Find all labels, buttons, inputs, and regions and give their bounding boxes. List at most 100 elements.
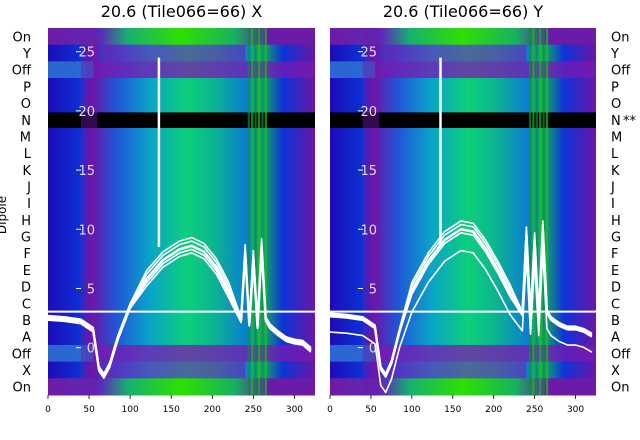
row-label: X: [611, 364, 620, 379]
heatmap-row-off-edge: [48, 61, 94, 79]
row-label: L: [611, 147, 619, 162]
rfi-stripe: [254, 28, 257, 395]
row-label: On: [13, 30, 31, 45]
overlay-tick-label: 15: [360, 164, 377, 179]
x-tick-label: 50: [83, 405, 95, 415]
heatmap-row-off-edge: [330, 344, 376, 363]
x-tick-label: 300: [286, 405, 303, 415]
x-tick-label: 200: [204, 405, 221, 415]
x-tick-label: 150: [444, 405, 461, 415]
x-tick-label: 0: [45, 405, 51, 415]
chart-title: 20.6 (Tile066=66) Y: [383, 2, 544, 21]
row-label: D: [611, 281, 621, 296]
data-curve: [329, 232, 593, 378]
flag-marker: **: [623, 114, 637, 129]
row-label: D: [21, 281, 31, 296]
row-label: I: [27, 197, 31, 212]
row-label: On: [13, 381, 31, 396]
rfi-stripe: [264, 28, 267, 395]
heatmap-row-off-edge: [48, 344, 94, 363]
row-label: I: [611, 197, 615, 212]
rfi-stripe: [247, 28, 250, 395]
panel-left: 20.6 (Tile066=66) X On Y OffPONMLKJIHGFEDCB…: [0, 2, 315, 415]
overlay-tick-label: 0: [369, 342, 377, 357]
x-tick-label: 50: [365, 405, 377, 415]
row-label: J: [26, 180, 31, 195]
heatmap-row-off-edge: [330, 61, 376, 79]
overlay-tick-label: 10: [78, 223, 95, 238]
row-label: X: [22, 364, 31, 379]
dip-band: [362, 28, 380, 395]
row-label: N: [21, 114, 31, 129]
row-label: M: [611, 130, 622, 145]
overlay-tick-label: 20: [78, 105, 95, 120]
chart-title: 20.6 (Tile066=66) X: [101, 2, 263, 21]
x-tick-label: 250: [245, 405, 262, 415]
row-label: Off: [611, 347, 631, 362]
row-label: E: [23, 264, 31, 279]
heatmap-row-pol: [387, 44, 527, 62]
rfi-stripe: [261, 28, 264, 395]
data-curve: [47, 252, 312, 379]
overlay-tick-label: 15: [78, 164, 95, 179]
row-label: E: [611, 264, 619, 279]
heatmap-row-pol: [387, 361, 527, 379]
overlay-tick-label: 5: [369, 282, 377, 297]
row-label: H: [21, 214, 31, 229]
row-label: P: [611, 80, 619, 95]
overlay-tick-label: 20: [360, 105, 377, 120]
overlay-tick-label: 25: [360, 46, 377, 61]
row-label: B: [22, 314, 31, 329]
y-axis-label: Dipole: [0, 196, 9, 234]
rfi-stripe: [545, 28, 549, 395]
row-label: Y: [610, 47, 619, 62]
row-label: F: [611, 247, 618, 262]
x-tick-label: 250: [526, 405, 543, 415]
x-tick-label: 300: [567, 405, 584, 415]
x-tick-label: 100: [403, 405, 420, 415]
dip-band: [80, 28, 98, 395]
row-label: G: [611, 231, 621, 246]
heatmap-row-pol: [105, 44, 246, 62]
row-label: Off: [611, 64, 631, 79]
rfi-stripe: [539, 28, 542, 395]
row-label: N: [611, 114, 621, 129]
row-label: C: [611, 297, 620, 312]
rfi-stripe: [542, 28, 545, 395]
row-label: Off: [12, 64, 32, 79]
overlay-tick-label: 25: [78, 46, 95, 61]
heatmap-row-pol: [105, 361, 246, 379]
row-label: Y: [22, 47, 31, 62]
overlay-tick-label: 0: [87, 342, 95, 357]
row-label: K: [611, 164, 620, 179]
x-tick-label: 100: [122, 405, 139, 415]
row-label: J: [610, 180, 615, 195]
row-label: P: [23, 80, 31, 95]
x-tick-label: 0: [327, 405, 333, 415]
row-label: F: [24, 247, 31, 262]
row-label: A: [611, 331, 620, 346]
row-label: On: [611, 381, 629, 396]
row-label: O: [611, 97, 621, 112]
rfi-stripe: [535, 28, 538, 395]
row-label: M: [20, 130, 31, 145]
row-label: L: [24, 147, 32, 162]
rfi-stripe: [257, 28, 261, 395]
row-label: A: [22, 331, 31, 346]
data-curve: [329, 249, 593, 394]
x-tick-label: 150: [163, 405, 180, 415]
row-label: O: [21, 97, 31, 112]
row-label: K: [22, 164, 31, 179]
row-label: G: [21, 231, 31, 246]
row-label: C: [22, 297, 31, 312]
x-tick-label: 200: [485, 405, 502, 415]
rfi-stripe: [528, 28, 532, 395]
row-label: B: [611, 314, 620, 329]
overlay-tick-label: 5: [87, 282, 95, 297]
row-label: On: [611, 30, 629, 45]
row-label: H: [611, 214, 621, 229]
data-curve: [329, 220, 593, 375]
rfi-stripe: [532, 28, 535, 395]
